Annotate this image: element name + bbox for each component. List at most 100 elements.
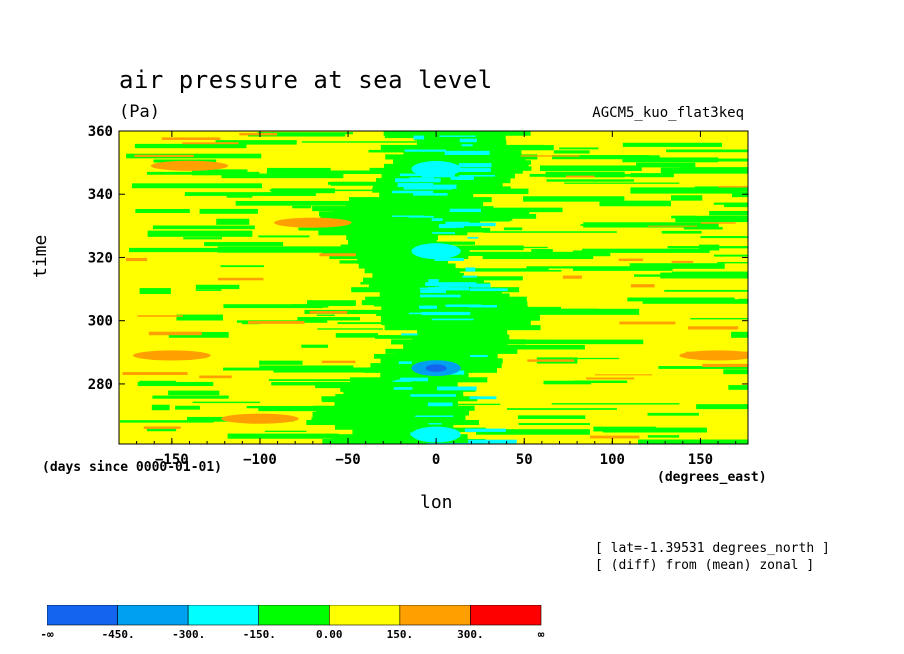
band-green <box>366 126 540 131</box>
streak-orange <box>520 155 580 157</box>
streak-green <box>168 390 220 396</box>
streak-green <box>264 430 307 433</box>
streak-green <box>217 246 351 253</box>
streak-cyan <box>464 428 506 432</box>
band-green <box>384 325 541 331</box>
colorbar-label: ∞ <box>537 628 545 641</box>
streak-green <box>235 200 354 206</box>
streak-cyan <box>399 173 433 177</box>
feature-blob <box>411 243 461 260</box>
band-green <box>381 306 529 312</box>
colorbar-label: 150. <box>386 628 414 641</box>
streak-green <box>152 225 255 230</box>
streak-cyan <box>410 394 457 397</box>
streak-cyan <box>393 387 413 390</box>
streak-green <box>152 395 229 399</box>
streak-cyan <box>431 318 474 321</box>
run-name: AGCM5_kuo_flat3keq <box>592 105 744 121</box>
streak-green <box>572 250 611 257</box>
streak-green <box>462 217 510 222</box>
streak-cyan <box>431 218 443 221</box>
y-axis-units: (days since 0000-01-01) <box>42 460 223 475</box>
streak-green <box>301 344 329 348</box>
streak-green <box>139 288 171 294</box>
streak-green <box>518 423 590 425</box>
streak-green <box>220 265 264 268</box>
streak-cyan <box>438 283 472 287</box>
streak-orange <box>619 321 676 325</box>
streak-green <box>292 205 312 209</box>
streak-cyan <box>450 176 474 180</box>
colorbar-label: 300. <box>457 628 484 641</box>
band-green <box>395 353 498 359</box>
plot-frame <box>118 130 749 445</box>
streak-cyan <box>445 304 482 308</box>
streak-cyan <box>439 135 476 137</box>
streak-green <box>337 322 405 325</box>
streak-green <box>135 208 190 213</box>
streak-green <box>696 404 748 410</box>
streak-green <box>622 142 723 147</box>
streak-green <box>273 367 380 373</box>
streak-cyan <box>462 275 477 278</box>
x-axis-label: lon <box>420 492 453 513</box>
colorbar-segment <box>328 605 401 626</box>
streak-green <box>642 299 748 304</box>
streak-green <box>151 404 170 411</box>
streak-cyan <box>421 311 471 316</box>
band-green <box>349 197 492 203</box>
streak-green <box>573 380 628 383</box>
streak-orange <box>647 225 698 227</box>
streak-cyan <box>400 377 429 382</box>
streak-green <box>419 403 501 406</box>
streak-cyan <box>465 267 476 272</box>
streak-green <box>517 339 644 345</box>
streak-green <box>529 173 668 177</box>
streak-cyan <box>469 354 488 358</box>
band-green <box>412 334 510 340</box>
streak-green <box>147 230 253 237</box>
band-green <box>413 135 506 141</box>
streak-green <box>629 263 725 269</box>
streak-green <box>164 145 205 147</box>
streak-green <box>690 318 748 320</box>
streak-cyan <box>434 257 464 261</box>
band-green <box>318 230 468 236</box>
streak-green <box>195 289 222 291</box>
band-green <box>316 410 470 416</box>
band-green <box>357 258 449 264</box>
streak-cyan <box>413 193 448 196</box>
streak-green <box>216 218 250 225</box>
streak-orange <box>248 320 305 324</box>
streak-green <box>731 191 748 198</box>
feature-blob <box>150 160 229 171</box>
streak-orange <box>309 310 348 314</box>
streak-green <box>510 308 640 315</box>
streak-green <box>599 200 672 207</box>
band-green <box>380 372 469 378</box>
streak-cyan <box>398 361 412 364</box>
streak-cyan <box>436 386 477 391</box>
band-green <box>332 206 486 212</box>
streak-green <box>622 157 719 163</box>
band-green <box>380 315 541 321</box>
streak-green <box>227 433 339 439</box>
feature-blob <box>411 161 461 177</box>
streak-green <box>523 196 625 202</box>
streak-green <box>670 195 703 201</box>
streak-green <box>636 162 696 168</box>
streak-green <box>582 248 710 253</box>
streak-green <box>306 300 356 306</box>
band-green <box>365 296 527 302</box>
feature-blob <box>221 413 299 424</box>
streak-green <box>724 202 748 208</box>
streak-green <box>271 381 344 386</box>
streak-cyan <box>432 232 456 234</box>
heatmap-field <box>119 126 748 444</box>
streak-cyan <box>392 215 424 217</box>
streak-green <box>146 426 177 432</box>
feature-core <box>425 364 447 372</box>
streak-cyan <box>450 222 496 227</box>
streak-green <box>317 328 383 330</box>
streak-green <box>572 266 673 271</box>
